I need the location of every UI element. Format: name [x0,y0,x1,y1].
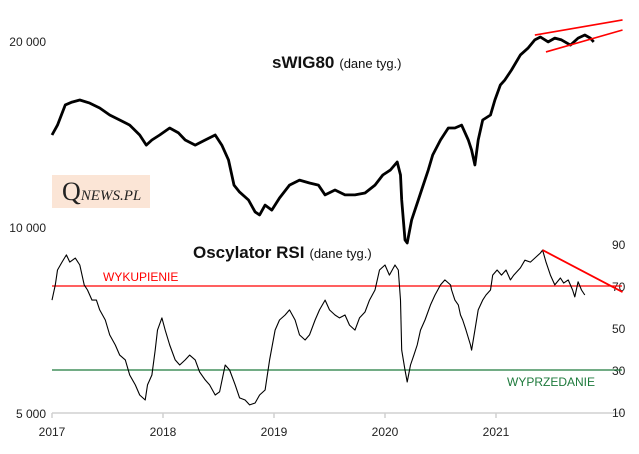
price-y-tick-label: 20 000 [9,35,46,49]
x-tick-label: 2019 [261,425,288,439]
x-tick-label: 2021 [483,425,510,439]
logo-box [52,175,150,208]
trendline-rsi-downtrend [542,249,623,293]
x-tick-label: 2017 [39,425,66,439]
logo: QNEWS.PL [62,177,141,206]
price-y-tick-label: 10 000 [9,221,46,235]
rsi-y-tick-label: 50 [612,322,626,336]
rsi-title: Oscylator RSI (dane tyg.) [193,243,372,262]
trendline-channel-bottom [545,29,623,53]
rsi-y-tick-label: 10 [612,406,626,420]
rsi-y-tick-label: 30 [612,364,626,378]
price-y-tick-label: 5 000 [16,407,46,421]
oversold-label: WYPRZEDANIE [507,375,595,389]
rsi-y-tick-label: 90 [612,238,626,252]
overbought-label: WYKUPIENIE [103,270,178,284]
rsi-line [51,249,586,406]
trendline-channel-top [534,19,623,36]
x-tick-label: 2018 [150,425,177,439]
price-title: sWIG80 (dane tyg.) [272,53,402,72]
rsi-y-tick-label: 70 [612,280,626,294]
logo-q: Q [62,177,81,206]
logo-text: NEWS.PL [80,188,141,204]
x-tick-label: 2020 [372,425,399,439]
swig80-price-line [50,33,595,245]
